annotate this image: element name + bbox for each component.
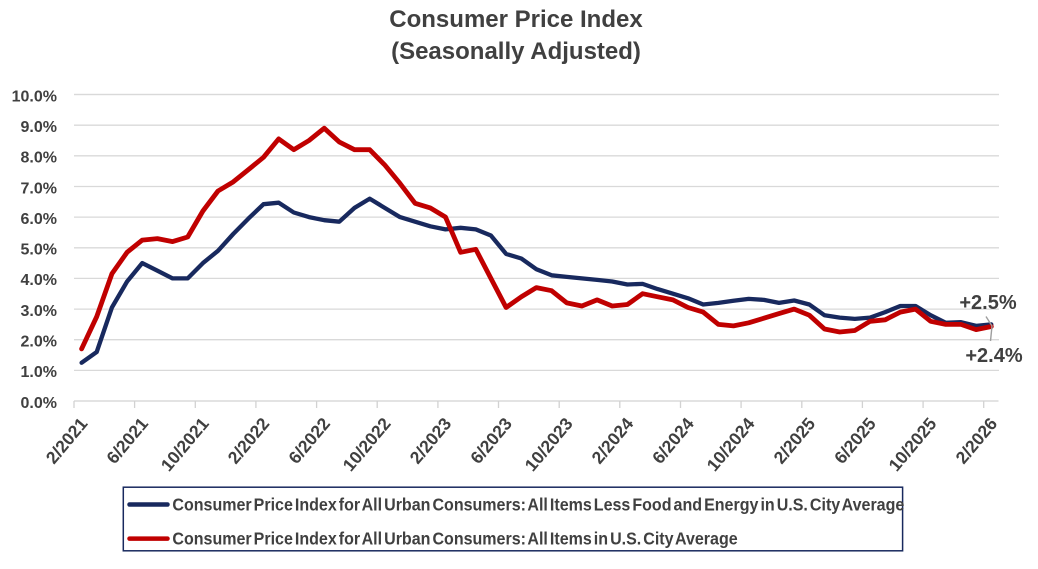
svg-text:2.0%: 2.0% [21,334,57,351]
svg-text:+2.4%: +2.4% [965,345,1022,367]
svg-text:0.0%: 0.0% [21,395,57,412]
svg-text:(Seasonally Adjusted): (Seasonally Adjusted) [391,38,641,65]
svg-text:6.0%: 6.0% [21,211,57,228]
svg-text:+2.5%: +2.5% [959,292,1016,314]
svg-text:7.0%: 7.0% [21,180,57,197]
svg-text:Consumer Price Index for All U: Consumer Price Index for All Urban Consu… [172,494,904,514]
svg-text:3.0%: 3.0% [21,303,57,320]
svg-text:Consumer Price Index for All U: Consumer Price Index for All Urban Consu… [172,529,737,549]
svg-text:9.0%: 9.0% [21,119,57,136]
svg-text:5.0%: 5.0% [21,242,57,259]
svg-text:1.0%: 1.0% [21,364,57,381]
svg-text:8.0%: 8.0% [21,150,57,167]
svg-text:Consumer Price Index: Consumer Price Index [389,6,643,33]
svg-text:10.0%: 10.0% [12,88,57,105]
svg-text:4.0%: 4.0% [21,272,57,289]
